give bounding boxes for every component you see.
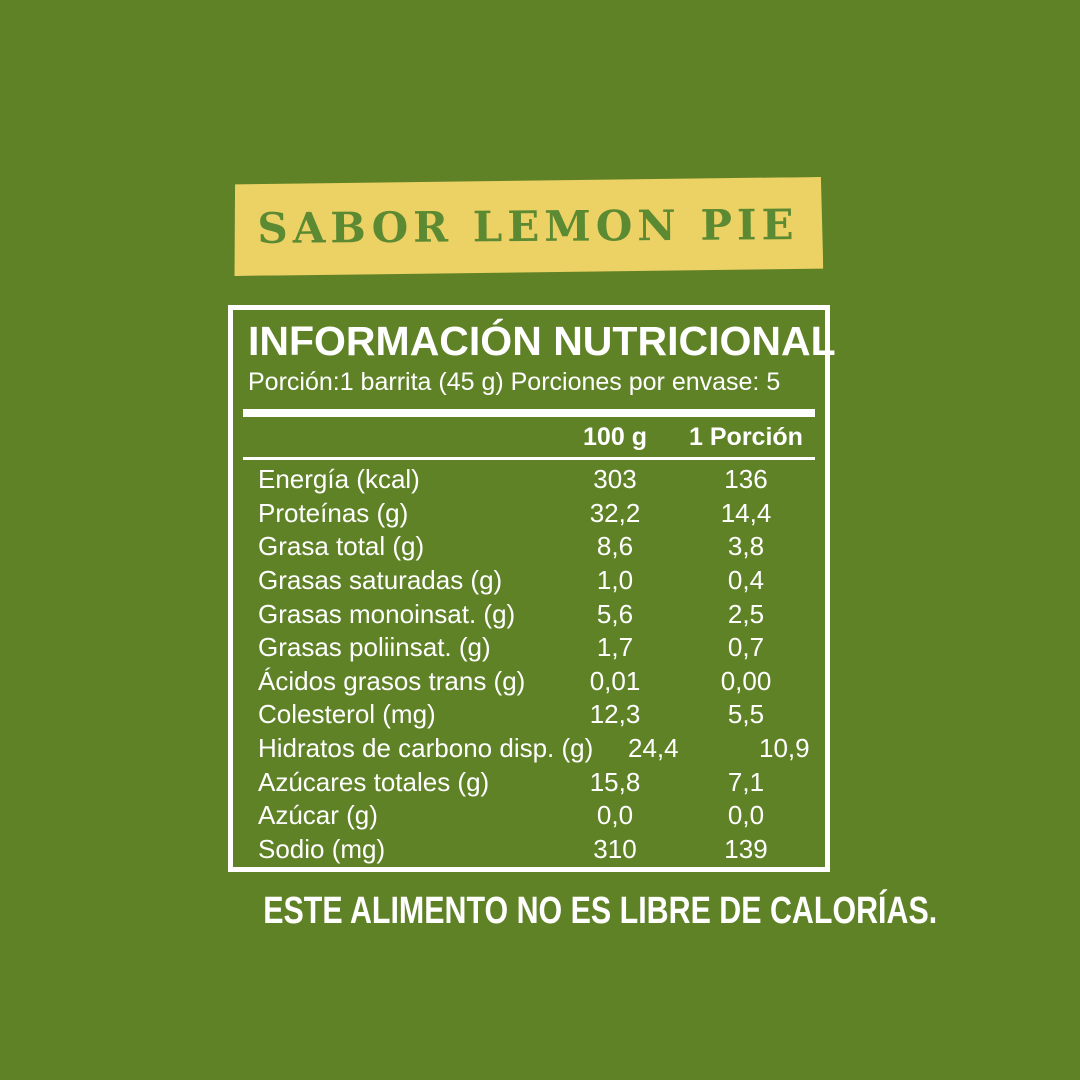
table-row: Azúcares totales (g) 15,8 7,1 bbox=[233, 765, 825, 799]
column-header-porcion: 1 Porción bbox=[689, 422, 803, 451]
row-value-100g: 310 bbox=[593, 833, 637, 864]
footer-statement-wrap: ESTE ALIMENTO NO ES LIBRE DE CALORÍAS. bbox=[179, 890, 937, 933]
row-value-100g: 5,6 bbox=[596, 598, 634, 629]
row-value-porcion: 10,9 bbox=[758, 733, 810, 764]
row-value-100g: 8,6 bbox=[596, 531, 634, 562]
nutrition-panel: INFORMACIÓN NUTRICIONAL Porción:1 barrit… bbox=[228, 305, 836, 872]
row-value-porcion: 139 bbox=[724, 833, 768, 864]
row-label: Ácidos grasos trans (g) bbox=[258, 665, 526, 696]
nutrition-rows: Energía (kcal) 303 136 Proteínas (g) 32,… bbox=[233, 463, 825, 866]
row-label: Grasa total (g) bbox=[258, 531, 425, 562]
row-label: Hidratos de carbono disp. (g) bbox=[258, 733, 594, 764]
row-label: Colesterol (mg) bbox=[258, 699, 436, 730]
row-value-porcion: 0,7 bbox=[727, 632, 765, 663]
row-value-porcion: 2,5 bbox=[727, 598, 765, 629]
row-value-100g: 24,4 bbox=[627, 733, 679, 764]
row-value-100g: 1,7 bbox=[596, 632, 634, 663]
table-row: Colesterol (mg) 12,3 5,5 bbox=[233, 698, 825, 732]
table-row: Sodio (mg) 310 139 bbox=[233, 833, 825, 867]
column-header-row: 100 g 1 Porción bbox=[233, 417, 825, 457]
row-label: Grasas saturadas (g) bbox=[258, 565, 503, 596]
row-label: Grasas poliinsat. (g) bbox=[258, 632, 491, 663]
row-value-100g: 0,01 bbox=[589, 665, 641, 696]
table-row: Grasa total (g) 8,6 3,8 bbox=[233, 530, 825, 564]
row-label: Grasas monoinsat. (g) bbox=[258, 598, 516, 629]
row-value-porcion: 5,5 bbox=[727, 699, 765, 730]
divider-thick bbox=[243, 409, 815, 417]
table-row: Hidratos de carbono disp. (g) 24,4 10,9 bbox=[233, 732, 825, 766]
row-label: Azúcar (g) bbox=[258, 800, 378, 831]
footer-statement: ESTE ALIMENTO NO ES LIBRE DE CALORÍAS. bbox=[263, 890, 938, 932]
nutrition-title: INFORMACIÓN NUTRICIONAL bbox=[248, 318, 836, 364]
table-row: Proteínas (g) 32,2 14,4 bbox=[233, 497, 825, 531]
row-value-porcion: 0,0 bbox=[727, 800, 765, 831]
row-label: Sodio (mg) bbox=[258, 833, 386, 864]
table-row: Grasas poliinsat. (g) 1,7 0,7 bbox=[233, 631, 825, 665]
flavor-banner-label: SABOR LEMON PIE bbox=[257, 200, 799, 253]
row-value-100g: 15,8 bbox=[589, 766, 641, 797]
table-row: Azúcar (g) 0,0 0,0 bbox=[233, 799, 825, 833]
row-value-100g: 32,2 bbox=[589, 497, 641, 528]
table-row: Grasas saturadas (g) 1,0 0,4 bbox=[233, 564, 825, 598]
divider-thin bbox=[243, 457, 815, 460]
row-label: Energía (kcal) bbox=[258, 464, 420, 495]
row-label: Azúcares totales (g) bbox=[258, 766, 490, 797]
row-value-100g: 303 bbox=[593, 464, 637, 495]
row-value-100g: 1,0 bbox=[596, 565, 634, 596]
flavor-banner: SABOR LEMON PIE bbox=[233, 177, 824, 276]
row-value-100g: 12,3 bbox=[589, 699, 641, 730]
row-value-porcion: 3,8 bbox=[727, 531, 765, 562]
row-value-porcion: 0,4 bbox=[727, 565, 765, 596]
row-value-porcion: 7,1 bbox=[727, 766, 765, 797]
serving-info: Porción:1 barrita (45 g) Porciones por e… bbox=[248, 368, 781, 396]
column-header-100g: 100 g bbox=[583, 422, 647, 451]
table-row: Grasas monoinsat. (g) 5,6 2,5 bbox=[233, 597, 825, 631]
row-value-porcion: 14,4 bbox=[720, 497, 772, 528]
table-row: Energía (kcal) 303 136 bbox=[233, 463, 825, 497]
table-row: Ácidos grasos trans (g) 0,01 0,00 bbox=[233, 665, 825, 699]
row-label: Proteínas (g) bbox=[258, 497, 409, 528]
row-value-100g: 0,0 bbox=[596, 800, 634, 831]
row-value-porcion: 136 bbox=[724, 464, 768, 495]
row-value-porcion: 0,00 bbox=[720, 665, 772, 696]
